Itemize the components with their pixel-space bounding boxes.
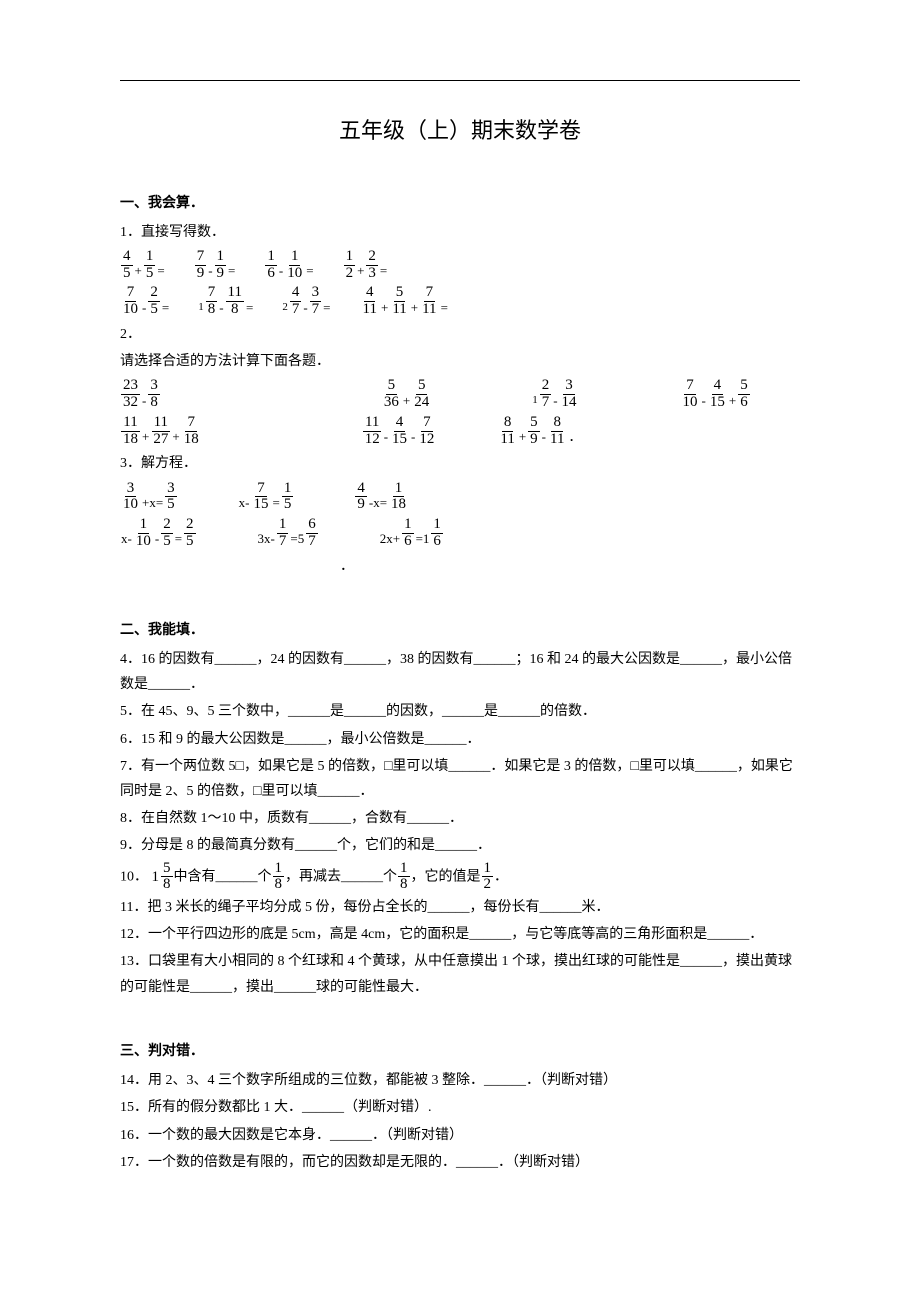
q3r2c: 2x+16=116 (379, 517, 444, 550)
q2-label: 请选择合适的方法计算下面各题． (120, 349, 800, 374)
q1-label: 1．直接写得数． (120, 220, 800, 245)
top-rule (120, 80, 800, 81)
q15: 15．所有的假分数都比 1 大．______（判断对错）. (120, 1095, 800, 1120)
section1-head: 一、我会算． (120, 191, 800, 216)
q3-period: ． (340, 554, 800, 579)
q1r1c: 16-110= (264, 249, 314, 282)
q1r2d: 411+511+711= (360, 285, 449, 318)
q2r2a: 1118+1127+718 (120, 415, 202, 448)
q12: 12．一个平行四边形的底是 5cm，高是 4cm，它的面积是______，与它等… (120, 922, 800, 947)
page-title: 五年级（上）期末数学卷 (120, 111, 800, 151)
q8: 8．在自然数 1～10 中，质数有______，合数有______． (120, 806, 800, 831)
q4: 4．16 的因数有______，24 的因数有______，38 的因数有___… (120, 647, 800, 697)
q2r1d: 710-415+56 (680, 378, 751, 411)
q3-row2: x-110-25=25 3x-17=567 2x+16=116 (120, 517, 800, 550)
q2-row1: 2332-38 536+524 127-314 710-415+56 (120, 378, 800, 411)
q2r1a: 2332-38 (120, 378, 161, 411)
q3r2a: x-110-25=25 (120, 517, 197, 550)
q10: 10． 158中含有______个18，再减去______个18，它的值是12． (120, 861, 800, 894)
q1r2c: 247-37= (282, 285, 331, 318)
q2r1b: 536+524 (381, 378, 432, 411)
q2r2c: 811+59-811． (497, 415, 582, 448)
q1r2b: 178-118= (198, 285, 254, 318)
q2-row2: 1118+1127+718 1112-415-712 811+59-811． (120, 415, 800, 448)
q11: 11．把 3 米长的绳子平均分成 5 份，每份占全长的______，每份长有__… (120, 895, 800, 920)
q3r2b: 3x-17=567 (257, 517, 319, 550)
q3-label: 3．解方程． (120, 451, 800, 476)
q1r2a: 710-25= (120, 285, 170, 318)
q1-row1: 45+15= 79-19= 16-110= 12+23= (120, 249, 800, 282)
q3r1c: 49-x=118 (354, 481, 409, 514)
q2r1c: 127-314 (532, 378, 579, 411)
q3r1a: 310+x=35 (120, 481, 178, 514)
q1r1d: 12+23= (343, 249, 389, 282)
q13: 13．口袋里有大小相同的 8 个红球和 4 个黄球，从中任意摸出 1 个球，摸出… (120, 949, 800, 999)
q5: 5．在 45、9、5 三个数中，______是______的因数，______是… (120, 699, 800, 724)
q2r2b: 1112-415-712 (362, 415, 438, 448)
section3-head: 三、判对错． (120, 1039, 800, 1064)
q16: 16．一个数的最大因数是它本身．______．（判断对错） (120, 1123, 800, 1148)
q14: 14．用 2、3、4 三个数字所组成的三位数，都能被 3 整除．______．（… (120, 1068, 800, 1093)
q1r1b: 79-19= (194, 249, 237, 282)
q1-row2: 710-25= 178-118= 247-37= 411+511+711= (120, 285, 800, 318)
q3-row1: 310+x=35 x-715=15 49-x=118 (120, 481, 800, 514)
q6: 6．15 和 9 的最大公因数是______，最小公倍数是______． (120, 727, 800, 752)
q7: 7．有一个两位数 5□，如果它是 5 的倍数，□里可以填______．如果它是 … (120, 754, 800, 804)
q2-num: 2． (120, 322, 800, 347)
q1r1a: 45+15= (120, 249, 166, 282)
q17: 17．一个数的倍数是有限的，而它的因数却是无限的．______．（判断对错） (120, 1150, 800, 1175)
q3r1b: x-715=15 (238, 481, 295, 514)
q9: 9．分母是 8 的最简真分数有______个，它们的和是______． (120, 833, 800, 858)
section2-head: 二、我能填． (120, 618, 800, 643)
